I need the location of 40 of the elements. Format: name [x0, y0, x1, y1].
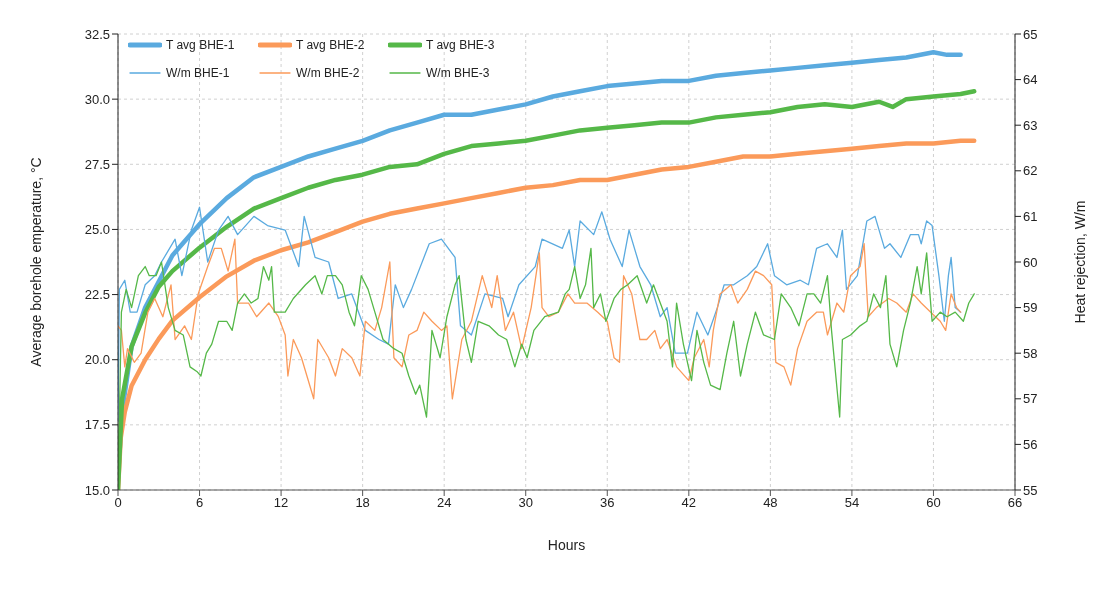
y-tick-label: 27.5	[84, 156, 110, 172]
y2-tick-label: 65	[1023, 26, 1038, 42]
legend-label: W/m BHE-1	[166, 66, 230, 80]
y-tick-label: 32.5	[84, 26, 110, 42]
x-axis-title: Hours	[547, 537, 586, 553]
legend-label: T avg BHE-3	[426, 38, 495, 52]
y2-tick-label: 58	[1023, 345, 1038, 361]
y2-tick-label: 64	[1023, 72, 1038, 88]
x-tick-label: 54	[844, 495, 860, 511]
legend-label: W/m BHE-3	[426, 66, 490, 80]
y2-tick-label: 62	[1023, 163, 1038, 179]
x-tick-label: 0	[114, 495, 122, 511]
y2-tick-label: 59	[1023, 300, 1038, 316]
y-tick-label: 20.0	[84, 352, 110, 368]
y2-axis-title: Heat rejection, W/m	[1071, 200, 1088, 324]
y2-tick-label: 61	[1023, 209, 1038, 225]
y2-tick-label: 55	[1023, 482, 1038, 498]
y-axis-title: Average borehole emperature, °C	[27, 157, 44, 367]
x-tick-label: 30	[518, 495, 533, 511]
y-tick-label: 17.5	[84, 417, 110, 433]
x-tick-label: 36	[600, 495, 615, 511]
x-tick-label: 48	[763, 495, 778, 511]
y2-tick-label: 60	[1023, 254, 1038, 270]
legend-label: T avg BHE-2	[296, 38, 365, 52]
y-tick-label: 22.5	[84, 287, 110, 303]
x-tick-label: 18	[355, 495, 370, 511]
x-tick-label: 42	[681, 495, 697, 511]
x-tick-label: 60	[926, 495, 941, 511]
x-tick-label: 24	[436, 495, 452, 511]
y2-tick-label: 63	[1023, 117, 1038, 133]
x-tick-label: 6	[195, 495, 204, 511]
y2-tick-label: 56	[1023, 437, 1038, 453]
legend-label: T avg BHE-1	[166, 38, 235, 52]
y2-tick-label: 57	[1023, 391, 1038, 407]
x-tick-label: 12	[273, 495, 289, 511]
y-tick-label: 15.0	[84, 482, 110, 498]
y-tick-label: 30.0	[84, 91, 110, 107]
x-tick-label: 66	[1007, 495, 1023, 511]
y-tick-label: 25.0	[84, 222, 110, 238]
legend-label: W/m BHE-2	[296, 66, 360, 80]
